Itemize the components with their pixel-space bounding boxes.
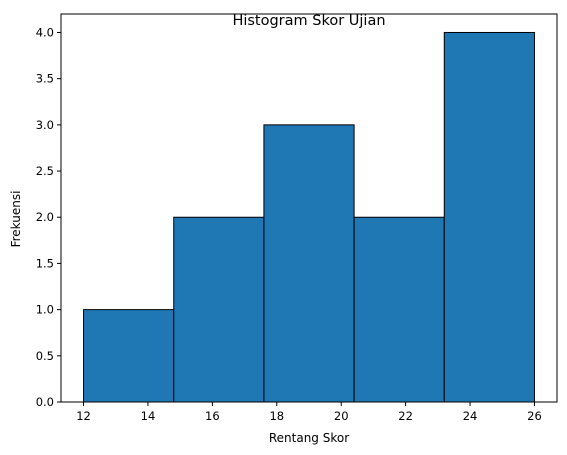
x-tick-label: 26	[527, 409, 542, 423]
histogram-bar-1	[83, 309, 175, 403]
y-tick-label: 2.5	[36, 164, 54, 178]
x-tick-label: 18	[269, 409, 284, 423]
y-tick-label: 2.0	[36, 210, 54, 224]
y-tick-label: 0.5	[36, 349, 54, 363]
y-tick-label: 1.0	[36, 303, 54, 317]
x-tick-label: 24	[463, 409, 478, 423]
x-axis-ticks: 12 14 16 18 20 22 24 26	[76, 402, 542, 423]
histogram-bar-5	[443, 31, 535, 403]
plot-frame	[60, 13, 558, 403]
histogram-bar-4	[353, 216, 445, 403]
x-tick-label: 16	[205, 409, 220, 423]
x-tick-label: 12	[76, 409, 91, 423]
bars-group	[83, 31, 535, 403]
x-tick-label: 14	[141, 409, 156, 423]
y-tick-label: 0.0	[36, 395, 54, 409]
y-tick-label: 3.0	[36, 118, 54, 132]
histogram-bar-2	[173, 216, 265, 403]
y-tick-label: 4.0	[36, 25, 54, 39]
y-tick-label: 3.5	[36, 72, 54, 86]
y-tick-label: 1.5	[36, 256, 54, 270]
histogram-bar-3	[263, 124, 355, 403]
y-axis-ticks: 0.0 0.5 1.0 1.5 2.0 2.5 3.0 3.5 4.0	[36, 25, 61, 409]
x-tick-label: 20	[334, 409, 349, 423]
x-tick-label: 22	[398, 409, 413, 423]
y-axis-label: Frekuensi	[9, 191, 23, 248]
chart-title: Histogram Skor Ujian	[232, 13, 385, 29]
x-axis-label: Rentang Skor	[269, 431, 349, 445]
